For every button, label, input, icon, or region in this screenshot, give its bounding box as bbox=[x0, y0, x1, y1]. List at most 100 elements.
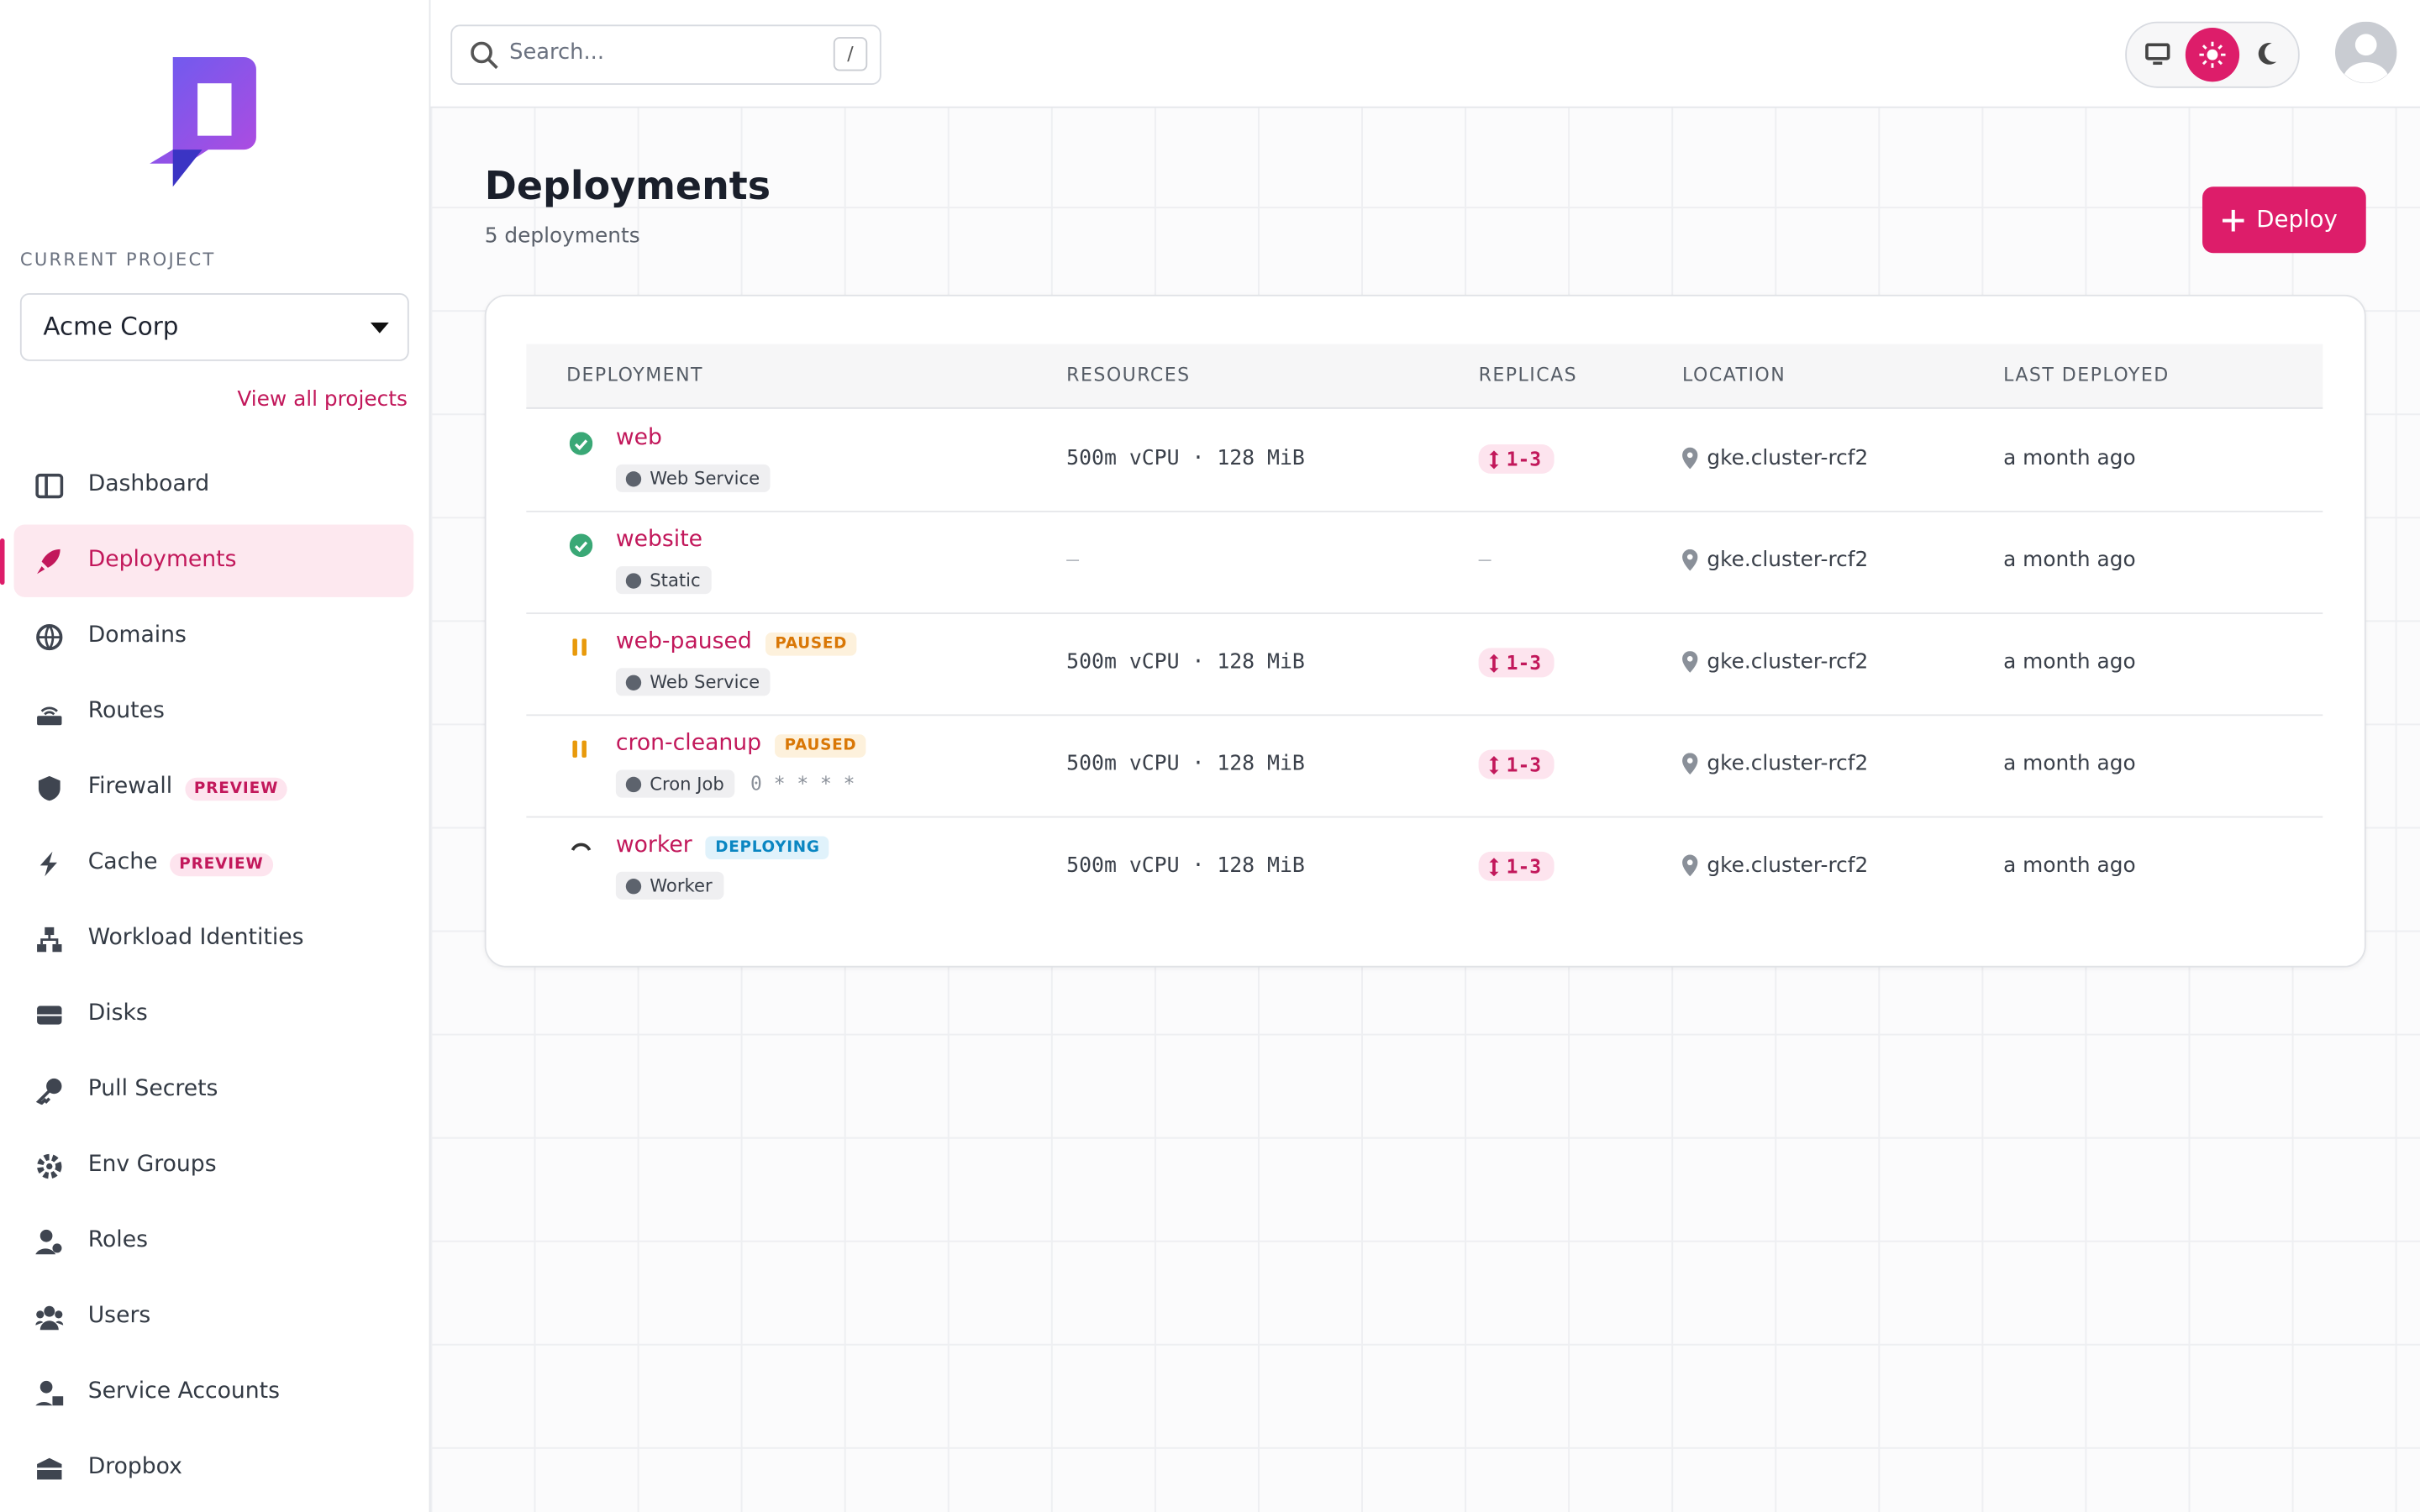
nav-icon bbox=[37, 549, 60, 575]
type-icon bbox=[625, 776, 642, 793]
location: gke.cluster-rcf2 bbox=[1707, 853, 1869, 879]
nav-label: Routes bbox=[87, 699, 165, 724]
nav-item[interactable]: Deployments bbox=[88, 548, 237, 572]
deployment-name[interactable]: web-paused PAUSED bbox=[616, 629, 857, 656]
nav-item[interactable]: Domains bbox=[88, 623, 187, 648]
status-icon bbox=[569, 533, 593, 558]
page-subtitle: 5 deployments bbox=[484, 223, 640, 249]
nav-icon bbox=[35, 473, 64, 499]
deployment-name[interactable]: web bbox=[616, 426, 662, 450]
nav-icon bbox=[37, 706, 62, 726]
caret bbox=[370, 322, 389, 333]
schedule: 0 * * * * bbox=[750, 771, 855, 795]
sun-icon bbox=[2199, 41, 2226, 68]
nav-item[interactable]: Routes bbox=[88, 699, 165, 723]
replica-arrow bbox=[1489, 858, 1499, 877]
type-text: Web Service bbox=[650, 670, 760, 693]
project-select[interactable]: Acme Corp bbox=[19, 292, 409, 361]
deployment-name[interactable]: cron-cleanup PAUSED bbox=[616, 732, 866, 758]
replicas-text: 1-3 bbox=[1506, 854, 1542, 879]
nav-icon bbox=[37, 1153, 62, 1179]
search-box[interactable]: Search... / bbox=[450, 24, 881, 86]
view-all-link[interactable]: View all projects bbox=[237, 387, 408, 412]
row-divider bbox=[526, 510, 2323, 512]
replicas: — bbox=[1478, 548, 1491, 573]
nav-icon bbox=[37, 1005, 62, 1025]
replicas-text: 1-3 bbox=[1506, 753, 1542, 776]
status-badge: PAUSED bbox=[775, 734, 866, 758]
nav-label: Firewall bbox=[87, 774, 173, 800]
nav-item[interactable]: Firewall PREVIEW bbox=[87, 774, 288, 801]
deployment-name[interactable]: website bbox=[616, 528, 702, 552]
type-line: Static bbox=[615, 563, 712, 595]
nav-item[interactable]: Dropbox bbox=[88, 1455, 182, 1479]
dark-theme[interactable] bbox=[2256, 42, 2278, 66]
nav-item[interactable]: Roles bbox=[88, 1228, 148, 1252]
nav-item[interactable]: Dashboard bbox=[88, 472, 209, 496]
shortcut-key: / bbox=[833, 37, 868, 71]
resources: 500m vCPU · 128 MiB bbox=[1066, 853, 1305, 879]
nav-icon bbox=[35, 1078, 62, 1105]
nav-item[interactable]: Env Groups bbox=[88, 1152, 217, 1177]
nav-item[interactable]: Service Accounts bbox=[88, 1379, 280, 1404]
nav-icon bbox=[37, 927, 62, 953]
nav-item[interactable]: Pull Secrets bbox=[88, 1077, 218, 1101]
name-text: worker bbox=[615, 832, 692, 858]
nav-label: Disks bbox=[87, 1001, 148, 1026]
nav-icon bbox=[35, 1229, 62, 1255]
column-header: LAST DEPLOYED bbox=[2003, 364, 2170, 386]
location: gke.cluster-rcf2 bbox=[1707, 445, 1869, 471]
nav-item[interactable]: Cache PREVIEW bbox=[88, 850, 273, 877]
status-badge: PAUSED bbox=[765, 633, 857, 656]
type-icon bbox=[625, 573, 642, 589]
active-indicator bbox=[0, 538, 5, 585]
type-icon bbox=[625, 471, 642, 487]
avatar[interactable] bbox=[2334, 21, 2397, 84]
nav-item[interactable]: Users bbox=[88, 1304, 151, 1328]
column-header: DEPLOYMENT bbox=[566, 364, 703, 386]
nav-icon bbox=[37, 1457, 62, 1480]
deployment-name[interactable]: worker DEPLOYING bbox=[615, 832, 829, 860]
system-theme[interactable] bbox=[2145, 43, 2170, 66]
nav-icon bbox=[35, 1380, 64, 1406]
name-text: website bbox=[615, 528, 703, 553]
type-line: Cron Job 0 * * * * bbox=[615, 767, 855, 798]
replicas-pill: 1-3 bbox=[1478, 749, 1554, 780]
replicas-text: 1-3 bbox=[1506, 651, 1542, 675]
resources: 500m vCPU · 128 MiB bbox=[1066, 751, 1305, 776]
project-label: CURRENT PROJECT bbox=[19, 248, 216, 270]
project-name: Acme Corp bbox=[43, 312, 179, 341]
replicas-pill: 1-3 bbox=[1478, 444, 1554, 474]
nav-label: Domains bbox=[87, 623, 187, 648]
replica-arrow bbox=[1489, 756, 1499, 775]
top-bar: Search... / bbox=[430, 0, 2420, 108]
replicas-pill: 1-3 bbox=[1478, 851, 1554, 881]
nav-icon bbox=[39, 851, 57, 877]
location-icon bbox=[1682, 753, 1698, 775]
resources: 500m vCPU · 128 MiB bbox=[1066, 649, 1305, 675]
last-deployed: a month ago bbox=[2003, 751, 2136, 776]
last-deployed: a month ago bbox=[2003, 853, 2136, 879]
column-header: REPLICAS bbox=[1478, 364, 1578, 386]
light-theme[interactable] bbox=[2185, 28, 2240, 82]
replica-arrow bbox=[1489, 450, 1499, 470]
deploy-button[interactable]: Deploy bbox=[2202, 186, 2366, 254]
location: gke.cluster-rcf2 bbox=[1707, 751, 1869, 776]
row-divider bbox=[526, 612, 2323, 615]
nav-item[interactable]: Workload Identities bbox=[88, 926, 304, 950]
search-placeholder: Search... bbox=[509, 39, 604, 66]
status-badge: DEPLOYING bbox=[706, 836, 829, 860]
nav-icon bbox=[36, 623, 63, 651]
type-text: Web Service bbox=[650, 467, 760, 490]
column-header: LOCATION bbox=[1682, 364, 1786, 386]
nav-item[interactable]: Disks bbox=[88, 1001, 148, 1026]
theme-toggle bbox=[2125, 21, 2300, 88]
name-text: web bbox=[615, 425, 662, 451]
type-tag: Cron Job bbox=[615, 769, 735, 798]
resources: — bbox=[1066, 548, 1080, 573]
search-icon bbox=[471, 41, 498, 70]
type-tag: Static bbox=[615, 566, 712, 595]
replica-arrow bbox=[1489, 654, 1499, 673]
location: gke.cluster-rcf2 bbox=[1707, 548, 1869, 573]
type-icon bbox=[625, 675, 642, 690]
